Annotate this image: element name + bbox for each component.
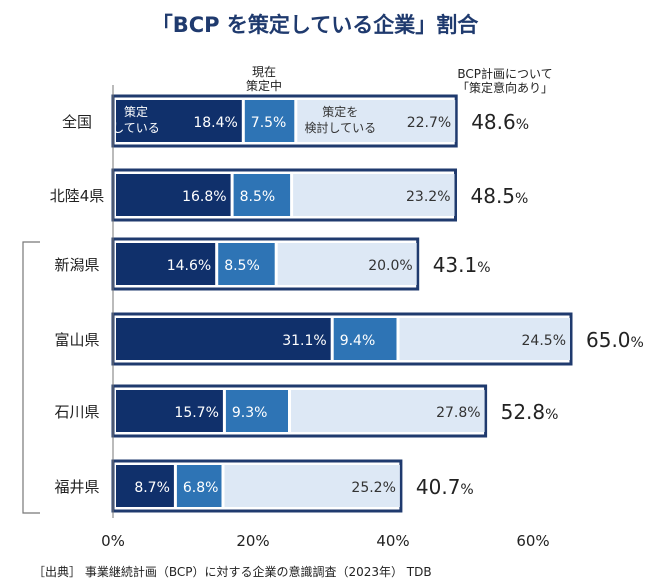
segment-value-label: 9.3% bbox=[232, 405, 268, 421]
bar-segment bbox=[224, 465, 400, 507]
bar-segment bbox=[225, 390, 288, 432]
segment-value-label: 18.4% bbox=[193, 115, 237, 131]
category-label: 石川県 bbox=[54, 403, 99, 421]
bar-segment bbox=[116, 174, 231, 216]
inline-legend-label: 策定を検討している bbox=[304, 104, 376, 135]
total-value-label: 48.6% bbox=[471, 110, 529, 134]
current-label: 現在策定中 bbox=[246, 65, 282, 93]
bar-segment bbox=[218, 243, 275, 285]
segment-value-label: 15.7% bbox=[174, 405, 218, 421]
bar-row: 新潟県 14.6% 8.5% 20.0% 43.1% bbox=[54, 237, 491, 291]
segment-value-label: 23.2% bbox=[406, 189, 450, 205]
bar-row: 北陸4県 16.8% 8.5% 23.2% 48.5% bbox=[50, 168, 529, 222]
x-tick-label: 40% bbox=[376, 532, 409, 550]
segment-value-label: 16.8% bbox=[182, 189, 226, 205]
bar-segment bbox=[116, 390, 223, 432]
total-header: BCP計画について「策定意向あり」 bbox=[457, 66, 553, 95]
total-value-label: 52.8% bbox=[501, 400, 559, 424]
total-value-label: 43.1% bbox=[433, 253, 491, 277]
bar-row: 富山県 31.1% 9.4% 24.5% 65.0% bbox=[54, 312, 644, 366]
segment-value-label: 9.4% bbox=[340, 333, 376, 349]
bar-segment bbox=[116, 243, 216, 285]
category-label: 富山県 bbox=[54, 331, 99, 349]
inline-legend-label: 策定している bbox=[112, 104, 160, 135]
total-value-label: 65.0% bbox=[586, 328, 644, 352]
bar-segment bbox=[297, 100, 456, 142]
segment-value-label: 20.0% bbox=[368, 258, 412, 274]
segment-value-label: 8.7% bbox=[134, 480, 170, 496]
segment-value-label: 25.2% bbox=[351, 480, 395, 496]
bar-segment bbox=[333, 318, 397, 360]
chart-title: 「BCP を策定している企業」割合 bbox=[152, 13, 479, 37]
bar-segment bbox=[399, 318, 570, 360]
x-tick-label: 0% bbox=[101, 532, 125, 550]
bar-segment bbox=[116, 100, 242, 142]
bar-segment bbox=[176, 465, 222, 507]
segment-value-label: 31.1% bbox=[282, 333, 326, 349]
hokuriku-bracket bbox=[22, 241, 40, 514]
segment-value-label: 8.5% bbox=[224, 258, 260, 274]
bar-row: 全国 18.4% 策定している 7.5% 22.7% 策定を検討している 48.6% bbox=[62, 94, 529, 148]
total-value-label: 48.5% bbox=[471, 184, 529, 208]
segment-value-label: 22.7% bbox=[407, 115, 451, 131]
bar-segment bbox=[291, 390, 485, 432]
segment-value-label: 24.5% bbox=[522, 333, 566, 349]
segment-value-label: 14.6% bbox=[167, 258, 211, 274]
x-tick-label: 20% bbox=[236, 532, 269, 550]
bar-segment bbox=[293, 174, 455, 216]
category-label: 新潟県 bbox=[54, 256, 99, 274]
bar-segment bbox=[277, 243, 417, 285]
segment-value-label: 27.8% bbox=[436, 405, 480, 421]
bar-row: 福井県 8.7% 6.8% 25.2% 40.7% bbox=[54, 459, 474, 513]
bar-segment bbox=[233, 174, 291, 216]
bar-segment bbox=[116, 318, 331, 360]
bar-segment bbox=[116, 465, 174, 507]
bar-segment bbox=[244, 100, 295, 142]
total-value-label: 40.7% bbox=[416, 475, 474, 499]
x-tick-label: 60% bbox=[516, 532, 549, 550]
source-note: ［出典］ 事業継続計画（BCP）に対する企業の意識調査（2023年） TDB bbox=[33, 564, 432, 579]
category-label: 全国 bbox=[62, 113, 92, 131]
segment-value-label: 7.5% bbox=[251, 115, 287, 131]
category-label: 北陸4県 bbox=[50, 187, 105, 205]
category-label: 福井県 bbox=[54, 478, 99, 496]
bar-row: 石川県 15.7% 9.3% 27.8% 52.8% bbox=[54, 384, 559, 438]
segment-value-label: 6.8% bbox=[183, 480, 219, 496]
segment-value-label: 8.5% bbox=[240, 189, 276, 205]
